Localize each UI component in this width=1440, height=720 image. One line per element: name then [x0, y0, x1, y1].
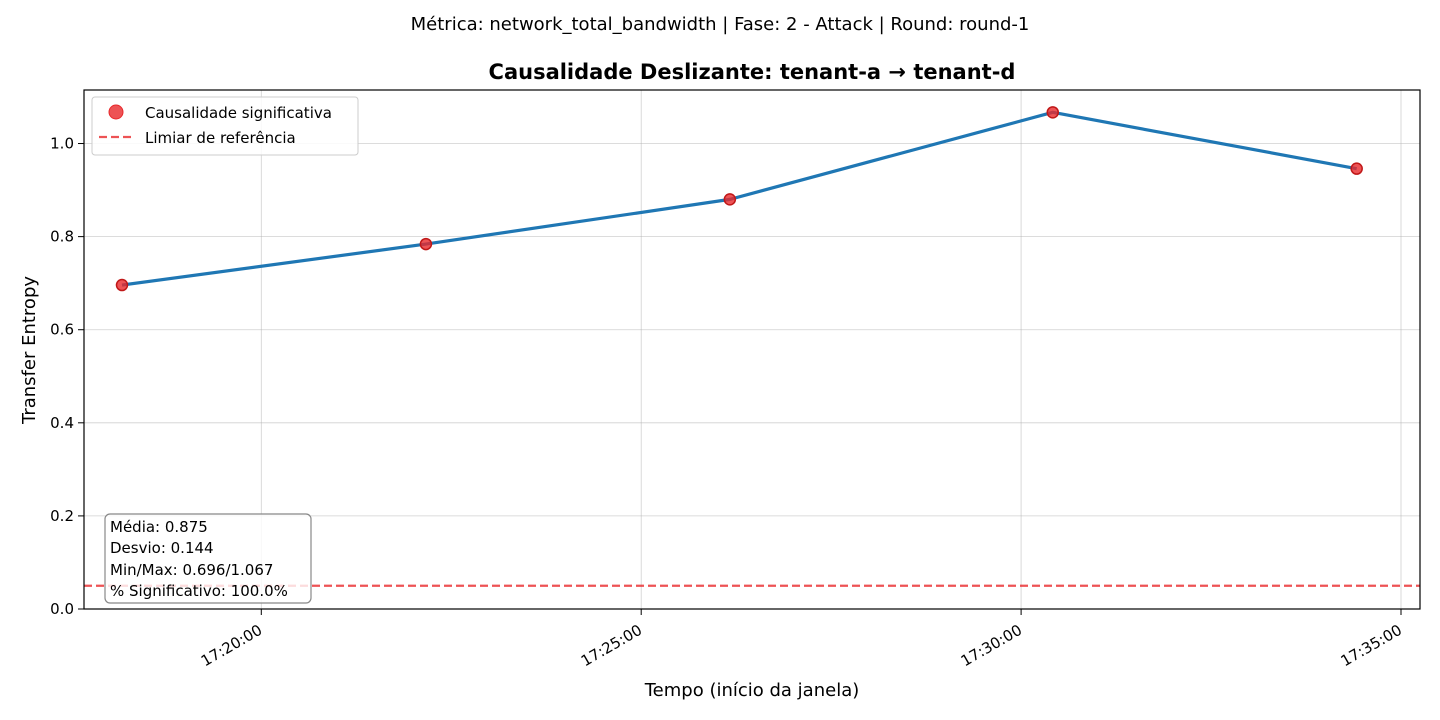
stats-significant-pct: % Significativo: 100.0%	[110, 582, 288, 600]
y-tick-label: 0.2	[50, 507, 74, 525]
legend-label-reference: Limiar de referência	[145, 129, 296, 147]
significant-point	[419, 237, 433, 251]
stats-std: Desvio: 0.144	[110, 539, 214, 557]
chart-title: Causalidade Deslizante: tenant-a → tenan…	[489, 60, 1016, 84]
significant-point	[115, 278, 129, 292]
x-axis-ticks: 17:20:00 17:25:00 17:30:00 17:35:00	[198, 609, 1405, 670]
significant-point	[1350, 162, 1363, 175]
legend: Causalidade significativa Limiar de refe…	[91, 96, 359, 156]
stats-box: Média: 0.875 Desvio: 0.144 Min/Max: 0.69…	[104, 513, 312, 604]
x-axis-label: Tempo (início da janela)	[644, 680, 860, 701]
y-tick-label: 0.4	[50, 414, 74, 432]
x-tick-label: 17:20:00	[198, 621, 265, 670]
significant-point	[723, 193, 737, 206]
plot-frame	[83, 89, 1421, 610]
y-tick-label: 0.8	[50, 228, 74, 246]
x-tick-label: 17:35:00	[1338, 621, 1405, 670]
legend-label-significant: Causalidade significativa	[145, 104, 332, 122]
x-tick-label: 17:25:00	[578, 621, 645, 670]
y-axis-label: Transfer Entropy	[19, 276, 40, 425]
y-tick-label: 0.0	[50, 600, 74, 618]
legend-box	[91, 96, 359, 156]
y-tick-label: 0.6	[50, 321, 74, 339]
y-tick-label: 1.0	[50, 135, 74, 153]
y-axis-ticks: 0.0 0.2 0.4 0.6 0.8 1.0	[50, 135, 84, 618]
stats-minmax: Min/Max: 0.696/1.067	[110, 561, 273, 579]
points-layer	[115, 106, 1363, 292]
x-tick-label: 17:30:00	[958, 621, 1025, 670]
chart-suptitle: Métrica: network_total_bandwidth | Fase:…	[411, 14, 1030, 35]
legend-marker-significant	[108, 104, 124, 120]
significant-point	[1046, 106, 1060, 119]
stats-mean: Média: 0.875	[110, 518, 208, 536]
stats-box-frame	[104, 513, 312, 604]
